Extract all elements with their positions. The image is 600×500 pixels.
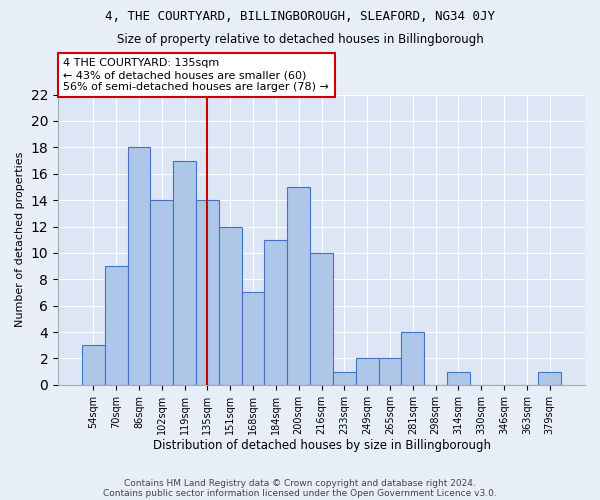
Bar (265, 240, 287, 385)
Bar (333, 372, 356, 385)
Bar (151, 200, 173, 385)
Bar (401, 332, 424, 385)
Bar (356, 358, 379, 385)
Text: Contains HM Land Registry data © Crown copyright and database right 2024.: Contains HM Land Registry data © Crown c… (124, 478, 476, 488)
Text: 4, THE COURTYARD, BILLINGBOROUGH, SLEAFORD, NG34 0JY: 4, THE COURTYARD, BILLINGBOROUGH, SLEAFO… (105, 10, 495, 23)
Bar (173, 160, 196, 385)
Bar (242, 292, 265, 385)
Bar (379, 358, 401, 385)
X-axis label: Distribution of detached houses by size in Billingborough: Distribution of detached houses by size … (152, 440, 491, 452)
Bar (196, 200, 219, 385)
Bar (287, 187, 310, 385)
Bar (447, 372, 470, 385)
Bar (128, 148, 151, 385)
Text: 4 THE COURTYARD: 135sqm
← 43% of detached houses are smaller (60)
56% of semi-de: 4 THE COURTYARD: 135sqm ← 43% of detache… (63, 58, 329, 92)
Bar (105, 266, 128, 385)
Bar (310, 253, 333, 385)
Bar (219, 226, 242, 385)
Text: Size of property relative to detached houses in Billingborough: Size of property relative to detached ho… (116, 32, 484, 46)
Bar (82, 346, 105, 385)
Y-axis label: Number of detached properties: Number of detached properties (15, 152, 25, 328)
Text: Contains public sector information licensed under the Open Government Licence v3: Contains public sector information licen… (103, 488, 497, 498)
Bar (538, 372, 561, 385)
